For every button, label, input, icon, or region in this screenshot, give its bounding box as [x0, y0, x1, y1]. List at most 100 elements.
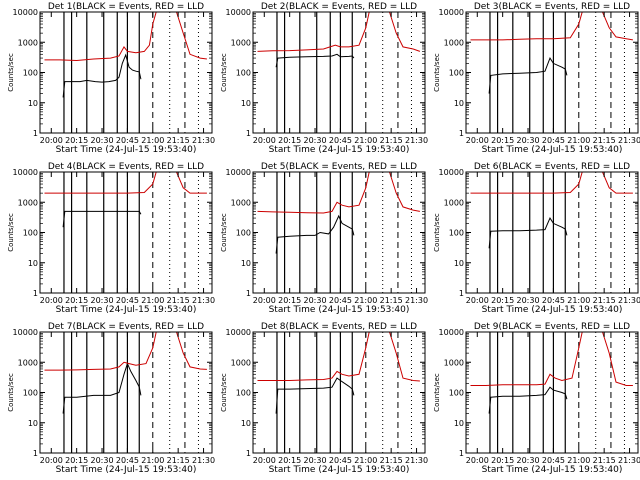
plot-frame	[252, 11, 426, 134]
series-lld-line	[257, 331, 420, 382]
x-tick-label: 21:30	[192, 136, 215, 145]
detector-panel-1: Det 1(BLACK = Events, RED = LLD 1 10 100 100…	[7, 2, 215, 155]
x-tick-label: 20:00	[466, 136, 489, 145]
series-events-line	[275, 53, 355, 68]
panel-title: Det 6(BLACK = Events, RED = LLD	[474, 162, 630, 172]
y-tick-label: 10000	[439, 8, 464, 17]
series-events-line	[488, 386, 568, 414]
x-tick-label: 20:30	[304, 456, 327, 465]
x-axis-label: Start Time (24-Jul-15 19:53:40)	[482, 145, 623, 155]
x-tick-label: 20:15	[278, 136, 301, 145]
plot-frame	[465, 331, 639, 454]
detector-panel-7: Det 7(BLACK = Events, RED = LLD 1 10 100 100…	[7, 322, 215, 475]
x-tick-label: 21:15	[380, 136, 403, 145]
x-tick-label: 21:30	[618, 136, 640, 145]
series-events-line	[62, 53, 142, 98]
x-tick-label: 20:45	[542, 136, 565, 145]
y-tick-label: 1000	[444, 358, 464, 367]
x-tick-label: 20:15	[491, 296, 514, 305]
y-tick-label: 10	[241, 419, 251, 428]
x-tick-label: 21:15	[593, 456, 616, 465]
detector-panel-9: Det 9(BLACK = Events, RED = LLD 1 10 100 100…	[433, 322, 640, 475]
y-tick-label: 100	[449, 69, 464, 78]
series-lld-line	[44, 331, 207, 371]
x-axis-label: Start Time (24-Jul-15 19:53:40)	[269, 145, 410, 155]
x-tick-label: 20:30	[91, 296, 114, 305]
x-tick-label: 20:00	[253, 456, 276, 465]
x-tick-label: 21:30	[405, 136, 428, 145]
x-tick-label: 20:30	[517, 136, 540, 145]
y-tick-label: 1	[459, 129, 464, 138]
x-tick-label: 20:30	[517, 456, 540, 465]
x-tick-label: 21:00	[354, 136, 377, 145]
y-tick-label: 10	[454, 259, 464, 268]
panel-title: Det 8(BLACK = Events, RED = LLD	[261, 322, 417, 332]
panel-title: Det 9(BLACK = Events, RED = LLD	[474, 322, 630, 332]
y-tick-label: 10000	[13, 168, 38, 177]
x-tick-label: 20:45	[329, 296, 352, 305]
y-tick-label: 1000	[231, 198, 251, 207]
series-lld-line	[44, 11, 207, 62]
y-tick-label: 100	[23, 389, 38, 398]
y-tick-label: 10000	[226, 168, 251, 177]
panel-title: Det 2(BLACK = Events, RED = LLD	[261, 2, 417, 12]
x-tick-label: 20:45	[329, 456, 352, 465]
series-events-line	[62, 210, 142, 228]
y-axis-label: Counts/sec	[220, 53, 228, 92]
y-tick-label: 1000	[18, 38, 38, 47]
plot-frame	[465, 11, 639, 134]
y-tick-label: 100	[449, 389, 464, 398]
y-tick-label: 1	[459, 449, 464, 458]
y-tick-label: 1	[459, 289, 464, 298]
detector-panel-6: Det 6(BLACK = Events, RED = LLD 1 10 100 100…	[433, 162, 640, 315]
plot-frame	[39, 331, 213, 454]
y-tick-label: 10000	[226, 328, 251, 337]
x-axis-label: Start Time (24-Jul-15 19:53:40)	[482, 305, 623, 315]
y-axis-label: Counts/sec	[7, 53, 15, 92]
y-tick-label: 1000	[444, 198, 464, 207]
detector-panel-2: Det 2(BLACK = Events, RED = LLD 1 10 100 100…	[220, 2, 428, 155]
y-tick-label: 10	[28, 259, 38, 268]
plot-frame	[252, 171, 426, 294]
x-tick-label: 20:30	[517, 296, 540, 305]
detector-panel-8: Det 8(BLACK = Events, RED = LLD 1 10 100 100…	[220, 322, 428, 475]
x-tick-label: 20:00	[40, 296, 63, 305]
y-tick-label: 1	[33, 449, 38, 458]
series-events-line	[62, 362, 142, 414]
x-axis-label: Start Time (24-Jul-15 19:53:40)	[482, 465, 623, 475]
y-tick-label: 10	[28, 419, 38, 428]
x-tick-label: 20:45	[116, 136, 139, 145]
detector-panel-4: Det 4(BLACK = Events, RED = LLD 1 10 100 100…	[7, 162, 215, 315]
y-tick-label: 100	[236, 69, 251, 78]
y-tick-label: 100	[23, 69, 38, 78]
y-tick-label: 1	[246, 129, 251, 138]
x-tick-label: 20:45	[329, 136, 352, 145]
series-lld-line	[257, 171, 420, 214]
y-tick-label: 100	[236, 389, 251, 398]
x-tick-label: 20:15	[65, 456, 88, 465]
x-tick-label: 20:45	[542, 296, 565, 305]
y-tick-label: 1	[33, 289, 38, 298]
x-tick-label: 21:30	[618, 456, 640, 465]
x-tick-label: 20:00	[253, 136, 276, 145]
y-tick-label: 10	[241, 99, 251, 108]
x-tick-label: 21:15	[167, 296, 190, 305]
x-tick-label: 20:00	[40, 456, 63, 465]
x-tick-label: 21:00	[141, 296, 164, 305]
x-tick-label: 21:00	[567, 136, 590, 145]
y-tick-label: 1	[246, 449, 251, 458]
y-tick-label: 10	[241, 259, 251, 268]
plot-frame	[39, 11, 213, 134]
y-axis-label: Counts/sec	[7, 373, 15, 412]
y-tick-label: 1000	[231, 358, 251, 367]
y-axis-label: Counts/sec	[220, 373, 228, 412]
x-axis-label: Start Time (24-Jul-15 19:53:40)	[56, 145, 197, 155]
x-tick-label: 21:15	[593, 136, 616, 145]
x-tick-label: 21:00	[141, 456, 164, 465]
x-tick-label: 20:00	[466, 296, 489, 305]
y-tick-label: 100	[23, 229, 38, 238]
panel-title: Det 7(BLACK = Events, RED = LLD	[48, 322, 204, 332]
y-tick-label: 10000	[439, 328, 464, 337]
x-tick-label: 21:15	[167, 136, 190, 145]
